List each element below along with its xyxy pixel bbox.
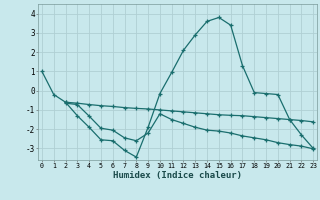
X-axis label: Humidex (Indice chaleur): Humidex (Indice chaleur) [113, 171, 242, 180]
